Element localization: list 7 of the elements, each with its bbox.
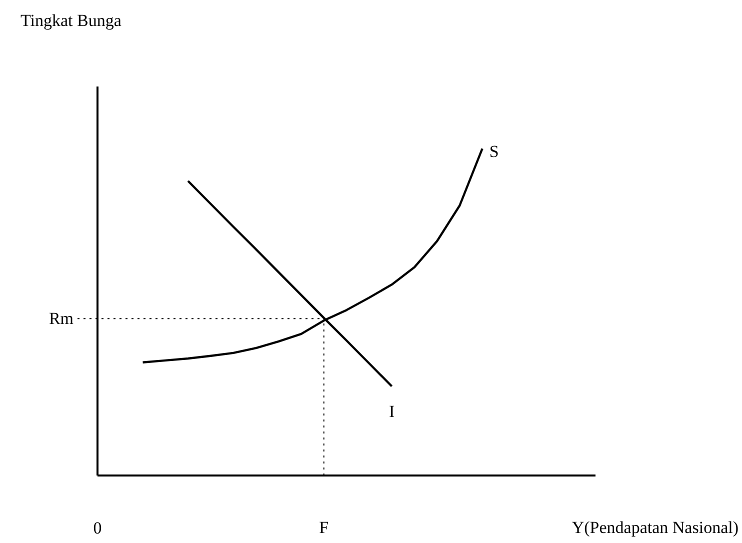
series-label: I: [388, 402, 395, 421]
x-tick-label: 0: [93, 518, 102, 538]
x-axis-title: Y(Pendapatan Nasional): [572, 518, 738, 537]
series-label: S: [489, 142, 499, 162]
text: Tingkat Bunga: [20, 11, 122, 30]
x-tick-label: F: [319, 518, 329, 537]
ref-line-label: Rm: [48, 309, 74, 328]
